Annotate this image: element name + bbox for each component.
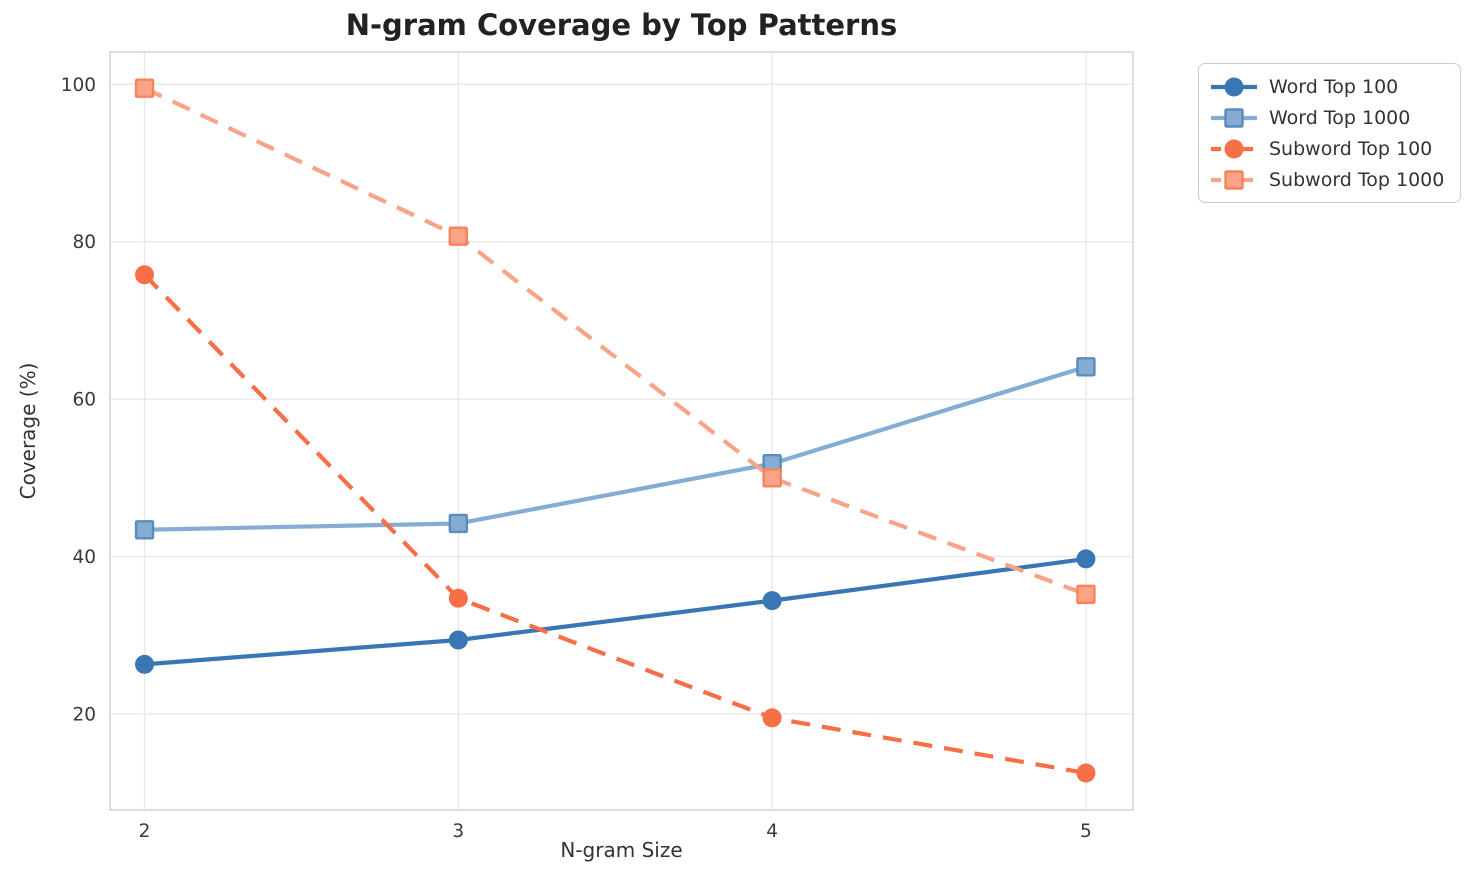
- marker-subword-top-100: [448, 588, 468, 608]
- marker-subword-top-1000: [448, 226, 469, 246]
- chart-title: N-gram Coverage by Top Patterns: [345, 8, 898, 42]
- marker-word-top-100: [1076, 549, 1096, 569]
- y-axis-label: Coverage (%): [16, 362, 40, 500]
- legend: Word Top 100 Word Top 1000 Subword Top 100…: [1198, 63, 1462, 203]
- x-tick-label-5: 5: [1080, 821, 1092, 842]
- y-tick-label-60: 60: [72, 390, 96, 411]
- legend-item-subword-top-1000: Subword Top 1000: [1209, 166, 1444, 193]
- legend-line-sample-word-top-100: [1211, 77, 1257, 96]
- marker-word-top-100: [135, 654, 155, 674]
- legend-label-word-top-1000: Word Top 1000: [1269, 106, 1411, 129]
- legend-label-subword-top-100: Subword Top 100: [1269, 137, 1433, 160]
- marker-word-top-100: [448, 630, 468, 650]
- marker-subword-top-1000: [134, 78, 155, 98]
- legend-item-subword-top-100: Subword Top 100: [1209, 135, 1444, 162]
- marker-subword-top-1000: [1224, 169, 1244, 190]
- plot-border: [109, 51, 1134, 811]
- marker-subword-top-1000: [762, 468, 782, 488]
- legend-label-word-top-100: Word Top 100: [1269, 75, 1399, 98]
- series-line-subword-top-1000: [143, 86, 1087, 597]
- marker-subword-top-100: [135, 265, 155, 285]
- marker-subword-top-1000: [1076, 584, 1096, 605]
- x-tick-label-3: 3: [452, 821, 464, 842]
- legend-line-sample-subword-top-100: [1211, 139, 1257, 158]
- y-tick-label-80: 80: [72, 232, 96, 253]
- marker-word-top-1000: [1224, 107, 1244, 128]
- y-tick-label-20: 20: [72, 704, 96, 725]
- series-line-word-top-100: [142, 556, 1089, 667]
- marker-word-top-100: [762, 591, 782, 611]
- series-line-subword-top-100: [143, 273, 1087, 776]
- legend-label-subword-top-1000: Subword Top 1000: [1269, 168, 1445, 191]
- y-tick-label-40: 40: [72, 547, 96, 568]
- legend-item-word-top-100: Word Top 100: [1209, 73, 1444, 100]
- marker-word-top-1000: [134, 520, 155, 540]
- series-line-word-top-1000: [142, 364, 1089, 532]
- legend-line-sample-word-top-1000: [1211, 107, 1257, 128]
- marker-word-top-1000: [448, 513, 469, 534]
- x-tick-label-4: 4: [766, 821, 778, 842]
- x-tick-label-2: 2: [139, 821, 151, 842]
- marker-word-top-1000: [1076, 357, 1096, 377]
- marker-subword-top-100: [1224, 139, 1244, 158]
- marker-subword-top-100: [762, 708, 782, 728]
- marker-subword-top-100: [1076, 763, 1096, 783]
- marker-word-top-100: [1224, 77, 1244, 96]
- y-tick-label-100: 100: [61, 75, 96, 96]
- x-axis-label: N-gram Size: [560, 838, 683, 862]
- legend-line-sample-subword-top-1000: [1211, 169, 1257, 190]
- legend-item-word-top-1000: Word Top 1000: [1209, 104, 1444, 131]
